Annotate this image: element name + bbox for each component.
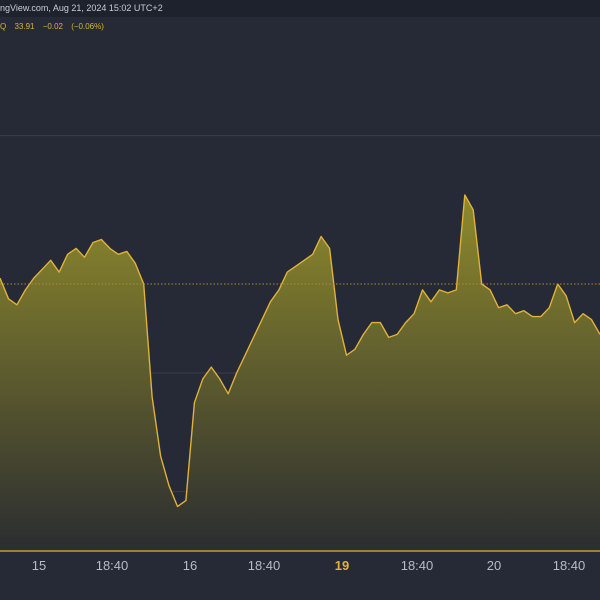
- attribution-bar: ngView.com, Aug 21, 2024 15:02 UTC+2: [0, 0, 600, 17]
- legend-value: 33.91: [14, 22, 35, 31]
- x-tick-label: 16: [183, 558, 197, 573]
- x-tick-label: 20: [487, 558, 501, 573]
- x-tick-label: 18:40: [553, 558, 586, 573]
- x-tick-label: 18:40: [401, 558, 434, 573]
- x-tick-label: 19: [335, 558, 349, 573]
- series-line: [0, 194, 600, 508]
- x-tick-label: 18:40: [248, 558, 281, 573]
- legend-symbol: Q: [0, 22, 7, 31]
- attribution-text: ngView.com, Aug 21, 2024 15:02 UTC+2: [0, 3, 163, 13]
- x-tick-label: 15: [32, 558, 46, 573]
- series-area: [0, 195, 600, 551]
- legend-change-pct: (−0.06%): [71, 22, 104, 31]
- price-legend: Q 33.91 −0.02 (−0.06%): [0, 22, 110, 31]
- x-tick-label: 18:40: [96, 558, 129, 573]
- legend-change: −0.02: [42, 22, 63, 31]
